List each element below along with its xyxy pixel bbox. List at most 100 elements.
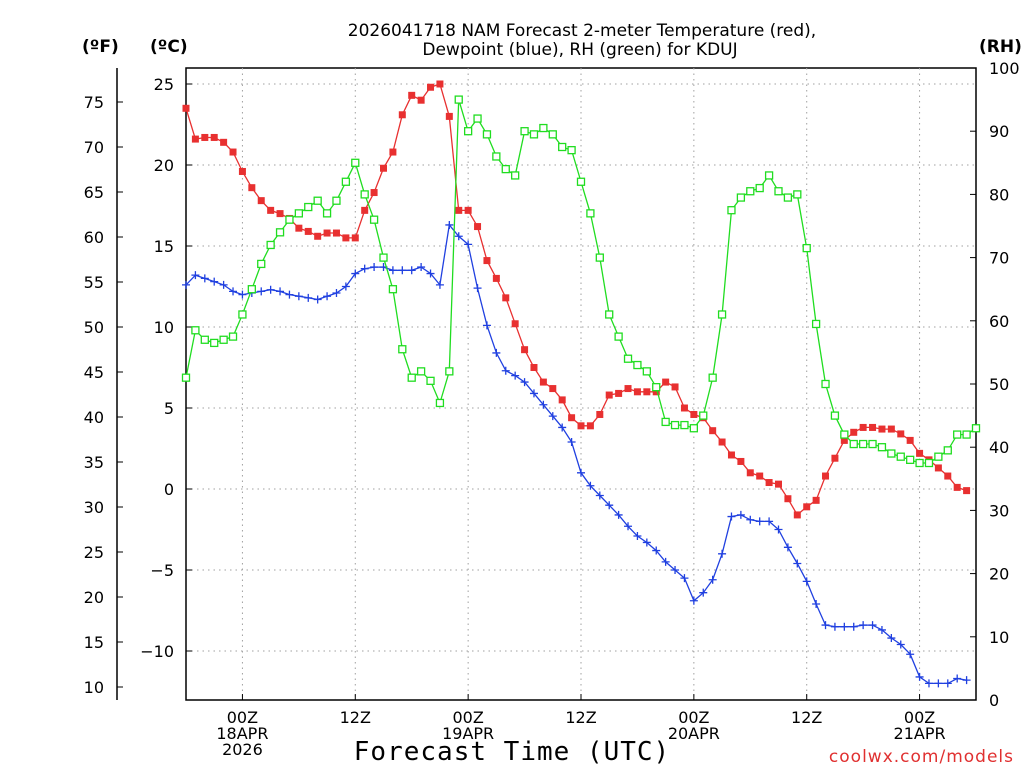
temperature-point	[822, 472, 830, 480]
dewpoint-point	[736, 510, 745, 519]
rh-point	[661, 417, 670, 427]
temperature-point	[737, 457, 745, 465]
rh-point	[717, 310, 727, 319]
temperature-point	[596, 410, 604, 418]
fahrenheit-tick-label: 55	[84, 273, 104, 292]
rh-point	[699, 411, 708, 420]
rh-tick-label: 10	[989, 628, 1009, 647]
rh-tick-label: 50	[989, 375, 1009, 394]
temperature-point	[361, 206, 369, 214]
temperature-point	[756, 472, 764, 480]
dewpoint-point	[426, 269, 435, 278]
temperature-point	[793, 511, 801, 519]
temperature-point	[398, 111, 406, 119]
dewpoint-point	[680, 574, 689, 583]
fahrenheit-tick-label: 70	[84, 138, 104, 157]
celsius-tick-label: 0	[164, 480, 174, 499]
temperature-point	[859, 423, 867, 431]
fahrenheit-tick-label: 45	[84, 363, 104, 382]
temperature-point	[727, 451, 735, 459]
dewpoint-point	[529, 389, 538, 398]
dewpoint-point	[257, 287, 266, 296]
dewpoint-point	[812, 600, 821, 609]
rh-tick-label: 20	[989, 565, 1009, 584]
dewpoint-point	[595, 491, 604, 500]
temperature-point	[897, 430, 905, 438]
series-layer	[181, 80, 981, 688]
dewpoint-point	[276, 287, 285, 296]
temperature-point	[464, 206, 472, 214]
rh-point	[388, 285, 398, 294]
temperature-point	[831, 454, 839, 462]
rh-point	[849, 439, 858, 449]
rh-point	[887, 449, 896, 458]
temperature-point	[934, 464, 942, 472]
temperature-point	[304, 227, 312, 235]
temperature-point	[370, 189, 378, 197]
temperature-point	[182, 104, 190, 112]
series-open-square	[181, 95, 981, 468]
dewpoint-point	[341, 282, 350, 291]
rh-point	[454, 95, 463, 104]
rh-tick-label: 40	[989, 438, 1009, 457]
rh-point	[200, 335, 209, 344]
rh-point	[238, 310, 247, 319]
dewpoint-point	[652, 546, 661, 555]
rh-point	[915, 458, 924, 468]
rh-point	[548, 130, 557, 139]
series-plus	[182, 220, 971, 688]
dewpoint-point	[943, 679, 952, 688]
dewpoint-point	[182, 280, 190, 289]
fahrenheit-tick-label: 65	[84, 183, 104, 202]
dewpoint-point	[624, 522, 633, 531]
rh-point	[379, 253, 388, 262]
dewpoint-point	[294, 292, 303, 301]
rh-point	[793, 190, 802, 199]
rh-point	[783, 193, 793, 202]
x-tick-label: 12Z	[791, 708, 822, 727]
celsius-unit-label: (ºC)	[150, 37, 188, 57]
temperature-point	[869, 423, 877, 431]
dewpoint-point	[718, 549, 727, 558]
rh-point	[257, 259, 266, 269]
rh-point	[924, 458, 934, 468]
temperature-point	[539, 378, 547, 386]
rh-tick-label: 0	[989, 691, 999, 710]
celsius-tick-label: 15	[154, 237, 174, 256]
fahrenheit-tick-label: 35	[84, 453, 104, 472]
dewpoint-point	[370, 263, 379, 272]
celsius-tick-label: 10	[154, 318, 174, 337]
temperature-point	[492, 274, 500, 282]
temperature-point	[455, 206, 463, 214]
dewpoint-point	[200, 274, 209, 283]
dewpoint-point	[774, 525, 783, 534]
dewpoint-point	[868, 621, 877, 630]
dewpoint-point	[586, 481, 595, 490]
rh-point	[313, 196, 322, 205]
rh-point	[275, 228, 285, 237]
rh-point	[746, 187, 755, 196]
rh-point	[896, 452, 905, 461]
dewpoint-point	[746, 515, 755, 524]
temperature-point	[323, 229, 331, 237]
temperature-point	[775, 480, 782, 488]
temperature-point	[624, 385, 632, 393]
rh-point	[219, 335, 228, 344]
temperature-point	[408, 91, 416, 99]
rh-point	[727, 206, 736, 215]
temperature-point	[690, 410, 698, 418]
temperature-point	[342, 234, 350, 242]
dewpoint-point	[229, 287, 238, 296]
rh-point	[539, 123, 548, 133]
grid-lines	[186, 68, 976, 700]
temperature-point	[605, 391, 613, 399]
rh-point	[934, 452, 943, 461]
x-tick-label: 19APR	[442, 724, 494, 743]
rh-point	[567, 146, 576, 155]
temperature-point	[577, 422, 585, 430]
rh-point	[407, 373, 416, 382]
dewpoint-point	[802, 577, 811, 586]
temperature-point	[878, 425, 886, 433]
temperature-point	[417, 96, 425, 104]
